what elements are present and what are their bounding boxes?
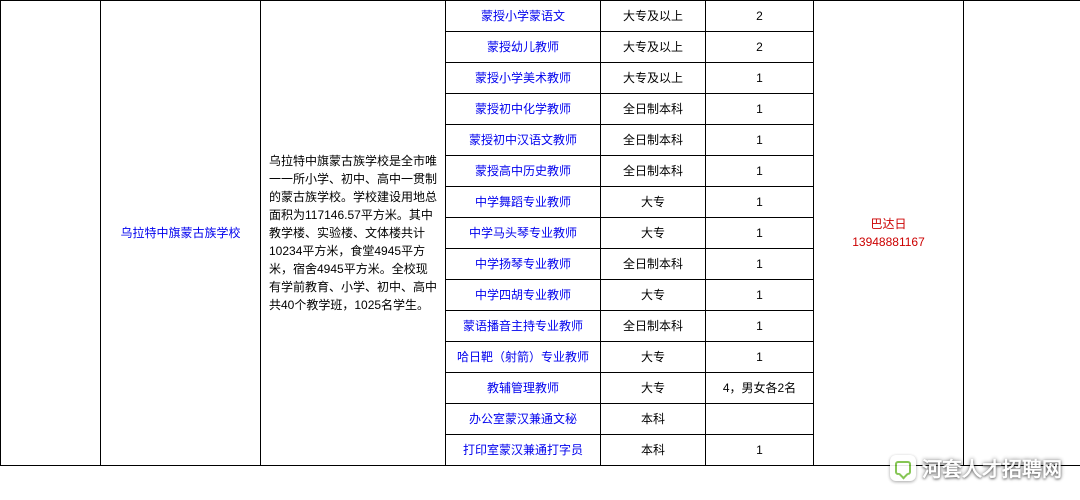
count-cell [706,404,814,435]
position-cell[interactable]: 中学扬琴专业教师 [446,249,601,280]
count-cell: 1 [706,311,814,342]
count-cell: 1 [706,187,814,218]
contact-phone: 13948881167 [818,233,959,251]
school-name-link[interactable]: 乌拉特中旗蒙古族学校 [101,1,261,466]
education-cell: 大专及以上 [601,32,706,63]
position-cell[interactable]: 中学四胡专业教师 [446,280,601,311]
position-cell[interactable]: 蒙授小学美术教师 [446,63,601,94]
count-cell: 1 [706,218,814,249]
education-cell: 大专 [601,373,706,404]
position-cell[interactable]: 办公室蒙汉兼通文秘 [446,404,601,435]
contact-cell: 巴达日13948881167 [814,1,964,466]
count-cell: 1 [706,280,814,311]
education-cell: 全日制本科 [601,156,706,187]
count-cell: 1 [706,249,814,280]
education-cell: 本科 [601,435,706,466]
left-gutter [1,1,101,466]
position-cell[interactable]: 蒙授初中汉语文教师 [446,125,601,156]
count-cell: 1 [706,435,814,466]
position-cell[interactable]: 教辅管理教师 [446,373,601,404]
recruitment-table: 乌拉特中旗蒙古族学校乌拉特中旗蒙古族学校是全市唯一一所小学、初中、高中一贯制的蒙… [0,0,1080,466]
position-cell[interactable]: 蒙语播音主持专业教师 [446,311,601,342]
position-cell[interactable]: 中学马头琴专业教师 [446,218,601,249]
count-cell: 1 [706,125,814,156]
education-cell: 全日制本科 [601,125,706,156]
education-cell: 大专 [601,342,706,373]
position-cell[interactable]: 打印室蒙汉兼通打字员 [446,435,601,466]
position-cell[interactable]: 蒙授高中历史教师 [446,156,601,187]
education-cell: 大专 [601,218,706,249]
education-cell: 全日制本科 [601,311,706,342]
school-description: 乌拉特中旗蒙古族学校是全市唯一一所小学、初中、高中一贯制的蒙古族学校。学校建设用… [261,1,446,466]
count-cell: 1 [706,63,814,94]
position-cell[interactable]: 哈日靶（射箭）专业教师 [446,342,601,373]
count-cell: 2 [706,1,814,32]
position-cell[interactable]: 中学舞蹈专业教师 [446,187,601,218]
right-gutter [964,1,1080,466]
education-cell: 大专 [601,187,706,218]
position-cell[interactable]: 蒙授初中化学教师 [446,94,601,125]
count-cell: 2 [706,32,814,63]
count-cell: 1 [706,94,814,125]
position-cell[interactable]: 蒙授小学蒙语文 [446,1,601,32]
education-cell: 全日制本科 [601,249,706,280]
education-cell: 大专 [601,280,706,311]
count-cell: 1 [706,342,814,373]
education-cell: 大专及以上 [601,1,706,32]
position-cell[interactable]: 蒙授幼儿教师 [446,32,601,63]
count-cell: 1 [706,156,814,187]
count-cell: 4，男女各2名 [706,373,814,404]
education-cell: 全日制本科 [601,94,706,125]
education-cell: 大专及以上 [601,63,706,94]
education-cell: 本科 [601,404,706,435]
contact-name: 巴达日 [818,215,959,233]
table-row: 乌拉特中旗蒙古族学校乌拉特中旗蒙古族学校是全市唯一一所小学、初中、高中一贯制的蒙… [1,1,1080,32]
